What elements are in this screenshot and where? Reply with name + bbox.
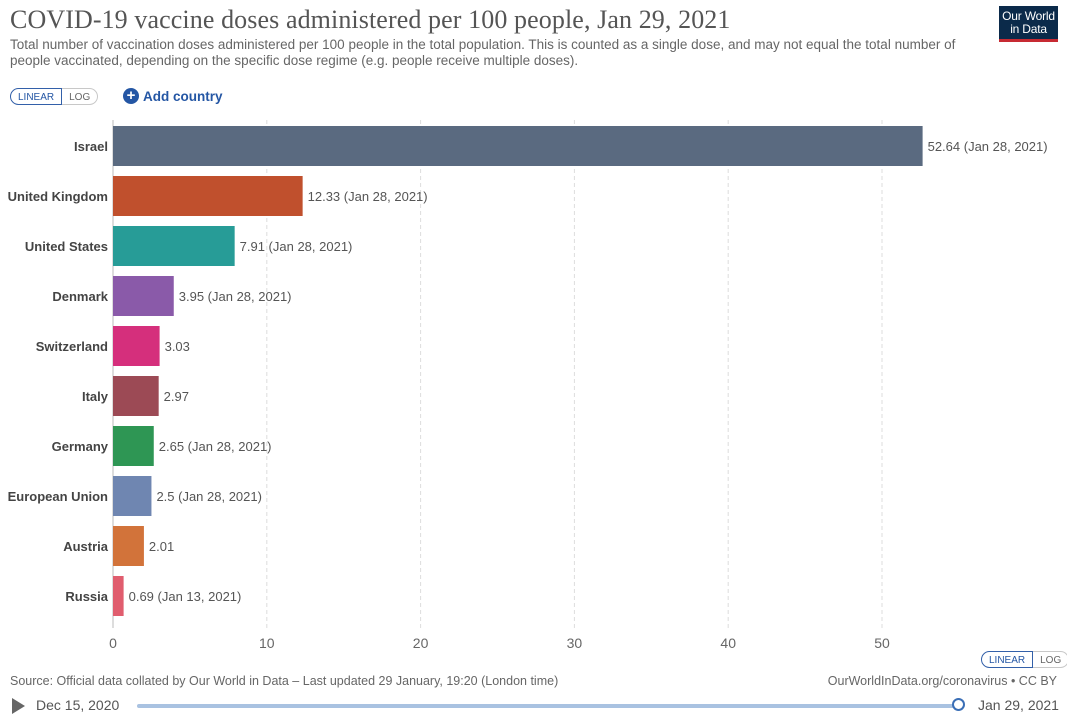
value-label-austria: 2.01 — [149, 539, 174, 554]
bar-united-kingdom[interactable] — [113, 176, 303, 216]
logo-line-2: in Data — [1010, 22, 1047, 36]
play-icon[interactable] — [12, 698, 25, 714]
bar-denmark[interactable] — [113, 276, 174, 316]
x-tick-label-30: 30 — [567, 635, 583, 651]
scale-toggle-bottom: LINEAR LOG — [981, 651, 1067, 668]
bar-italy[interactable] — [113, 376, 159, 416]
bar-united-states[interactable] — [113, 226, 235, 266]
category-label-germany: Germany — [52, 439, 109, 454]
value-label-switzerland: 3.03 — [165, 339, 190, 354]
category-label-united-states: United States — [25, 239, 108, 254]
bar-switzerland[interactable] — [113, 326, 160, 366]
timeline-handle[interactable] — [952, 698, 965, 711]
x-tick-label-40: 40 — [720, 635, 736, 651]
category-label-russia: Russia — [65, 589, 108, 604]
category-label-european-union: European Union — [8, 489, 108, 504]
scale-toggle-top: LINEAR LOG — [10, 88, 99, 105]
bar-germany[interactable] — [113, 426, 154, 466]
plus-circle-icon: + — [123, 88, 139, 104]
chart-subtitle: Total number of vaccination doses admini… — [10, 37, 956, 68]
value-label-european-union: 2.5 (Jan 28, 2021) — [156, 489, 262, 504]
log-scale-button[interactable]: LOG — [62, 88, 99, 105]
value-label-denmark: 3.95 (Jan 28, 2021) — [179, 289, 292, 304]
logo-line-1: Our World — [1002, 9, 1055, 23]
category-label-denmark: Denmark — [52, 289, 108, 304]
value-label-russia: 0.69 (Jan 13, 2021) — [129, 589, 242, 604]
add-country-label: Add country — [143, 88, 223, 104]
value-label-united-states: 7.91 (Jan 28, 2021) — [240, 239, 353, 254]
bar-austria[interactable] — [113, 526, 144, 566]
credit-link[interactable]: OurWorldInData.org/coronavirus • CC BY — [827, 674, 1057, 688]
linear-scale-button[interactable]: LINEAR — [10, 88, 63, 105]
owid-logo[interactable]: Our World in Data — [999, 6, 1058, 42]
x-tick-label-50: 50 — [874, 635, 890, 651]
bar-israel[interactable] — [113, 126, 923, 166]
x-tick-label-0: 0 — [109, 635, 117, 651]
timeline-end-date: Jan 29, 2021 — [978, 697, 1059, 713]
bar-russia[interactable] — [113, 576, 124, 616]
category-label-united-kingdom: United Kingdom — [8, 189, 108, 204]
log-scale-button-bottom[interactable]: LOG — [1033, 651, 1067, 668]
x-tick-label-20: 20 — [413, 635, 429, 651]
value-label-israel: 52.64 (Jan 28, 2021) — [928, 139, 1048, 154]
category-label-italy: Italy — [82, 389, 109, 404]
bar-european-union[interactable] — [113, 476, 152, 516]
x-tick-label-10: 10 — [259, 635, 275, 651]
category-label-austria: Austria — [63, 539, 109, 554]
chart-title: COVID-19 vaccine doses administered per … — [10, 5, 731, 34]
value-label-united-kingdom: 12.33 (Jan 28, 2021) — [308, 189, 428, 204]
timeline-start-date: Dec 15, 2020 — [36, 697, 120, 713]
category-label-switzerland: Switzerland — [36, 339, 108, 354]
value-label-italy: 2.97 — [164, 389, 189, 404]
timeline-track[interactable] — [137, 704, 960, 708]
source-note: Source: Official data collated by Our Wo… — [10, 674, 559, 688]
timeline: Dec 15, 2020 Jan 29, 2021 — [0, 695, 1067, 725]
add-country-button[interactable]: + Add country — [123, 88, 223, 104]
linear-scale-button-bottom[interactable]: LINEAR — [981, 651, 1034, 668]
value-label-germany: 2.65 (Jan 28, 2021) — [159, 439, 272, 454]
category-label-israel: Israel — [74, 139, 108, 154]
